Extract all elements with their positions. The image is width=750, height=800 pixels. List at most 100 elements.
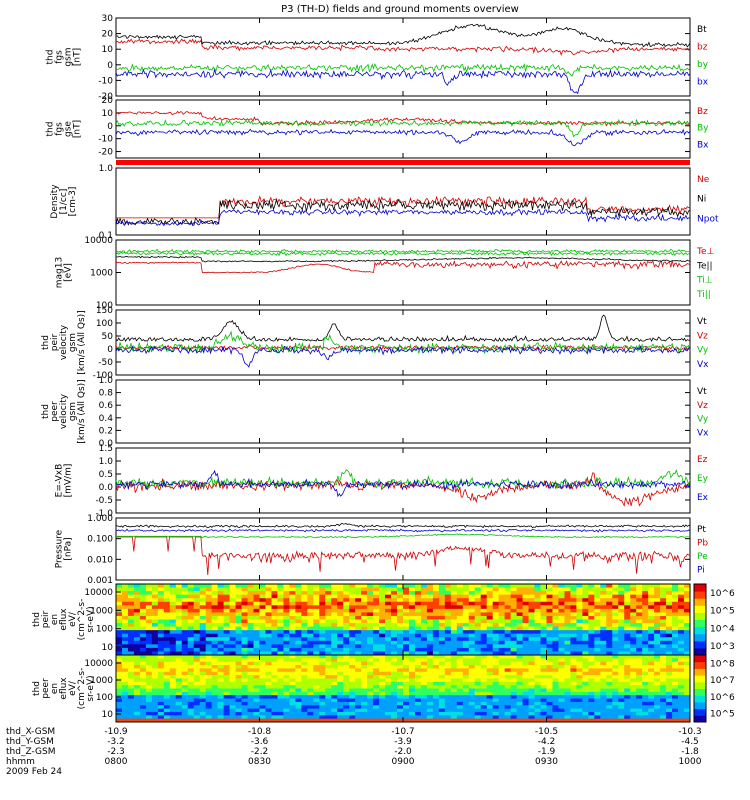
heatmap-cell bbox=[678, 633, 685, 638]
heatmap-cell bbox=[379, 594, 386, 599]
heatmap-cell bbox=[199, 584, 207, 589]
heatmap-cell bbox=[414, 705, 422, 710]
heatmap-cell bbox=[642, 685, 649, 689]
heatmap-cell bbox=[528, 678, 536, 683]
heatmap-cell bbox=[289, 701, 296, 706]
heatmap-cell bbox=[684, 630, 691, 635]
heatmap-cell bbox=[403, 675, 410, 679]
heatmap-cell bbox=[295, 651, 302, 656]
heatmap-cell bbox=[552, 612, 559, 617]
heatmap-cell bbox=[187, 708, 195, 713]
heatmap-cell bbox=[660, 695, 667, 700]
heatmap-cell bbox=[175, 671, 183, 676]
heatmap-cell bbox=[606, 626, 613, 631]
heatmap-cell bbox=[343, 619, 350, 624]
heatmap-cell bbox=[379, 665, 386, 669]
heatmap-cell bbox=[426, 637, 434, 642]
heatmap-cell bbox=[157, 594, 165, 599]
heatmap-cell bbox=[313, 647, 320, 652]
heatmap-cell bbox=[235, 688, 243, 693]
heatmap-cell bbox=[151, 718, 159, 723]
heatmap-cell bbox=[486, 678, 494, 683]
heatmap-cell bbox=[510, 655, 518, 659]
heatmap-cell bbox=[492, 661, 500, 666]
heatmap-cell bbox=[313, 605, 320, 610]
heatmap-cell bbox=[139, 688, 147, 693]
x-axis-row-label: thd_Y-GSM bbox=[6, 737, 54, 747]
heatmap-cell bbox=[534, 708, 542, 713]
heatmap-cell bbox=[624, 591, 631, 596]
heatmap-cell bbox=[636, 630, 643, 635]
heatmap-cell bbox=[307, 644, 314, 649]
heatmap-cell bbox=[367, 678, 374, 683]
y-tick-label: -50 bbox=[98, 358, 113, 368]
heatmap-cell bbox=[361, 651, 368, 656]
heatmap-cell bbox=[283, 612, 290, 617]
heatmap-cell bbox=[672, 647, 679, 652]
heatmap-cell bbox=[259, 644, 266, 649]
heatmap-cell bbox=[181, 626, 189, 631]
y-tick-label: 10 bbox=[102, 45, 114, 55]
heatmap-cell bbox=[361, 598, 368, 603]
heatmap-cell bbox=[229, 708, 237, 713]
heatmap-cell bbox=[193, 718, 201, 723]
heatmap-cell bbox=[253, 647, 260, 652]
heatmap-cell bbox=[403, 671, 410, 676]
heatmap-cell bbox=[498, 718, 506, 723]
heatmap-cell bbox=[540, 608, 547, 613]
heatmap-cell bbox=[672, 711, 679, 716]
heatmap-cell bbox=[678, 681, 685, 686]
heatmap-cell bbox=[606, 587, 613, 592]
heatmap-cell bbox=[468, 708, 476, 713]
heatmap-cell bbox=[163, 587, 171, 592]
heatmap-cell bbox=[325, 655, 332, 659]
heatmap-cell bbox=[588, 640, 595, 645]
heatmap-cell bbox=[588, 701, 595, 706]
heatmap-cell bbox=[277, 688, 284, 693]
heatmap-cell bbox=[247, 633, 255, 638]
heatmap-cell bbox=[325, 661, 332, 666]
series-line-te bbox=[116, 260, 690, 274]
heatmap-cell bbox=[564, 718, 571, 723]
heatmap-cell bbox=[241, 681, 249, 686]
heatmap-cell bbox=[313, 619, 320, 624]
heatmap-cell bbox=[169, 640, 177, 645]
heatmap-cell bbox=[630, 601, 637, 606]
heatmap-cell bbox=[624, 675, 631, 679]
heatmap-cell bbox=[343, 655, 350, 659]
heatmap-cell bbox=[534, 619, 542, 624]
heatmap-cell bbox=[426, 705, 434, 710]
heatmap-cell bbox=[319, 705, 326, 710]
heatmap-cell bbox=[205, 587, 213, 592]
heatmap-cell bbox=[169, 626, 177, 631]
heatmap-cell bbox=[678, 688, 685, 693]
heatmap-cell bbox=[163, 711, 171, 716]
panel-frame bbox=[115, 167, 691, 236]
heatmap-cell bbox=[175, 655, 183, 659]
heatmap-cell bbox=[618, 651, 625, 656]
heatmap-cell bbox=[474, 715, 482, 720]
heatmap-cell bbox=[325, 594, 332, 599]
heatmap-cell bbox=[588, 637, 595, 642]
heatmap-cell bbox=[301, 678, 308, 683]
heatmap-cell bbox=[426, 695, 434, 700]
heatmap-cell bbox=[426, 698, 434, 703]
heatmap-cell bbox=[552, 698, 559, 703]
y-axis-label: E=-VxB bbox=[55, 464, 65, 498]
heatmap-cell bbox=[199, 655, 207, 659]
heatmap-cell bbox=[510, 637, 518, 642]
y-tick-label: 10 bbox=[102, 109, 114, 119]
heatmap-cell bbox=[391, 711, 398, 716]
heatmap-cell bbox=[420, 637, 428, 642]
heatmap-cell bbox=[229, 705, 237, 710]
heatmap-cell bbox=[385, 626, 392, 631]
heatmap-cell bbox=[403, 651, 410, 656]
heatmap-cell bbox=[175, 587, 183, 592]
heatmap-cell bbox=[486, 587, 494, 592]
heatmap-cell bbox=[582, 637, 589, 642]
heatmap-cell bbox=[373, 584, 380, 589]
heatmap-cell bbox=[145, 612, 153, 617]
heatmap-cell bbox=[534, 695, 542, 700]
heatmap-cell bbox=[630, 661, 637, 666]
heatmap-cell bbox=[349, 605, 356, 610]
